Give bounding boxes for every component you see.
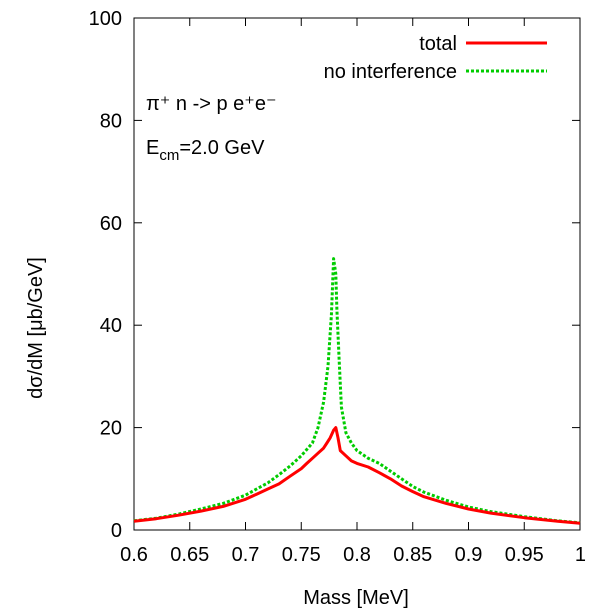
y-tick-label: 40 [100, 315, 122, 337]
reaction-annotation: π⁺ n -> p e⁺e⁻ [146, 93, 277, 115]
x-tick-label: 0.75 [282, 544, 321, 566]
series-line-total [133, 426, 581, 525]
y-axis: 0 20 40 60 80 100 [89, 8, 580, 542]
series-layer [133, 257, 581, 525]
energy-annotation-text: E [146, 137, 159, 159]
x-tick-label: 0.65 [170, 544, 209, 566]
y-tick-label: 80 [100, 110, 122, 132]
x-tick-label: 0.85 [393, 544, 432, 566]
y-tick-label: 20 [100, 418, 122, 440]
legend-label-total: total [419, 33, 457, 55]
x-tick-label: 0.7 [232, 544, 260, 566]
x-tick-label: 0.6 [120, 544, 148, 566]
x-axis-title: Mass [MeV] [303, 587, 409, 609]
x-tick-label: 0.8 [343, 544, 371, 566]
x-axis: 0.6 0.65 0.7 0.75 0.8 0.85 0.9 0.95 1 [120, 18, 586, 566]
energy-annotation-rest: =2.0 GeV [179, 137, 265, 159]
legend-label-no-interference: no interference [324, 61, 457, 83]
y-tick-label: 100 [89, 8, 122, 30]
x-tick-label: 0.9 [455, 544, 483, 566]
y-tick-label: 0 [111, 520, 122, 542]
energy-annotation-subscript: cm [159, 147, 179, 164]
x-tick-label: 1 [575, 544, 586, 566]
y-tick-label: 60 [100, 213, 122, 235]
x-tick-label: 0.95 [505, 544, 544, 566]
energy-annotation: Ecm=2.0 GeV [146, 137, 265, 164]
series-line-no-interference [133, 257, 581, 525]
y-axis-title: dσ/dM [μb/GeV] [25, 257, 47, 399]
legend: total no interference [324, 33, 547, 83]
